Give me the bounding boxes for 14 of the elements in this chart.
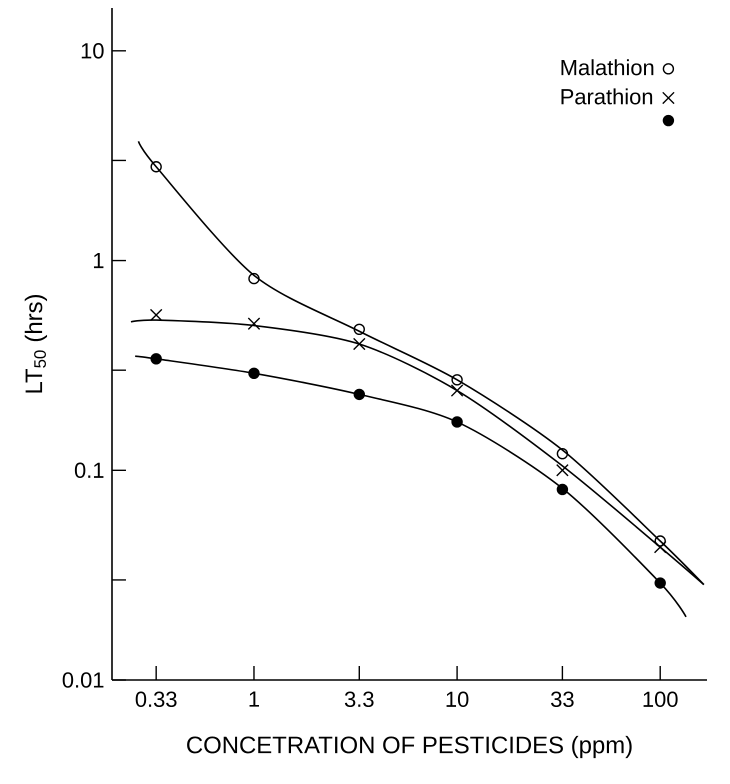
y-tick-label: 1 — [94, 253, 104, 268]
x-tick-label: 33 — [551, 692, 574, 708]
legend-label: Malathion — [562, 59, 654, 76]
x-tick-label: 100 — [644, 692, 678, 708]
x-axis-title: CONCETRATION OF PESTICIDES (ppm) — [187, 736, 632, 758]
x-tick-label: 0.33 — [136, 692, 177, 708]
y-tick-label: 0.01 — [62, 672, 104, 688]
y-tick-label: 10 — [82, 43, 104, 59]
y-tick-label: 0.1 — [74, 462, 104, 478]
legend-label: Parathion — [562, 88, 652, 104]
x-tick-label: 10 — [446, 692, 468, 708]
x-tick-label: 3.3 — [344, 692, 374, 708]
y-axis-title: LT$_{50}$ (hrs) — [24, 294, 48, 393]
x-tick-label: 1 — [250, 692, 260, 707]
